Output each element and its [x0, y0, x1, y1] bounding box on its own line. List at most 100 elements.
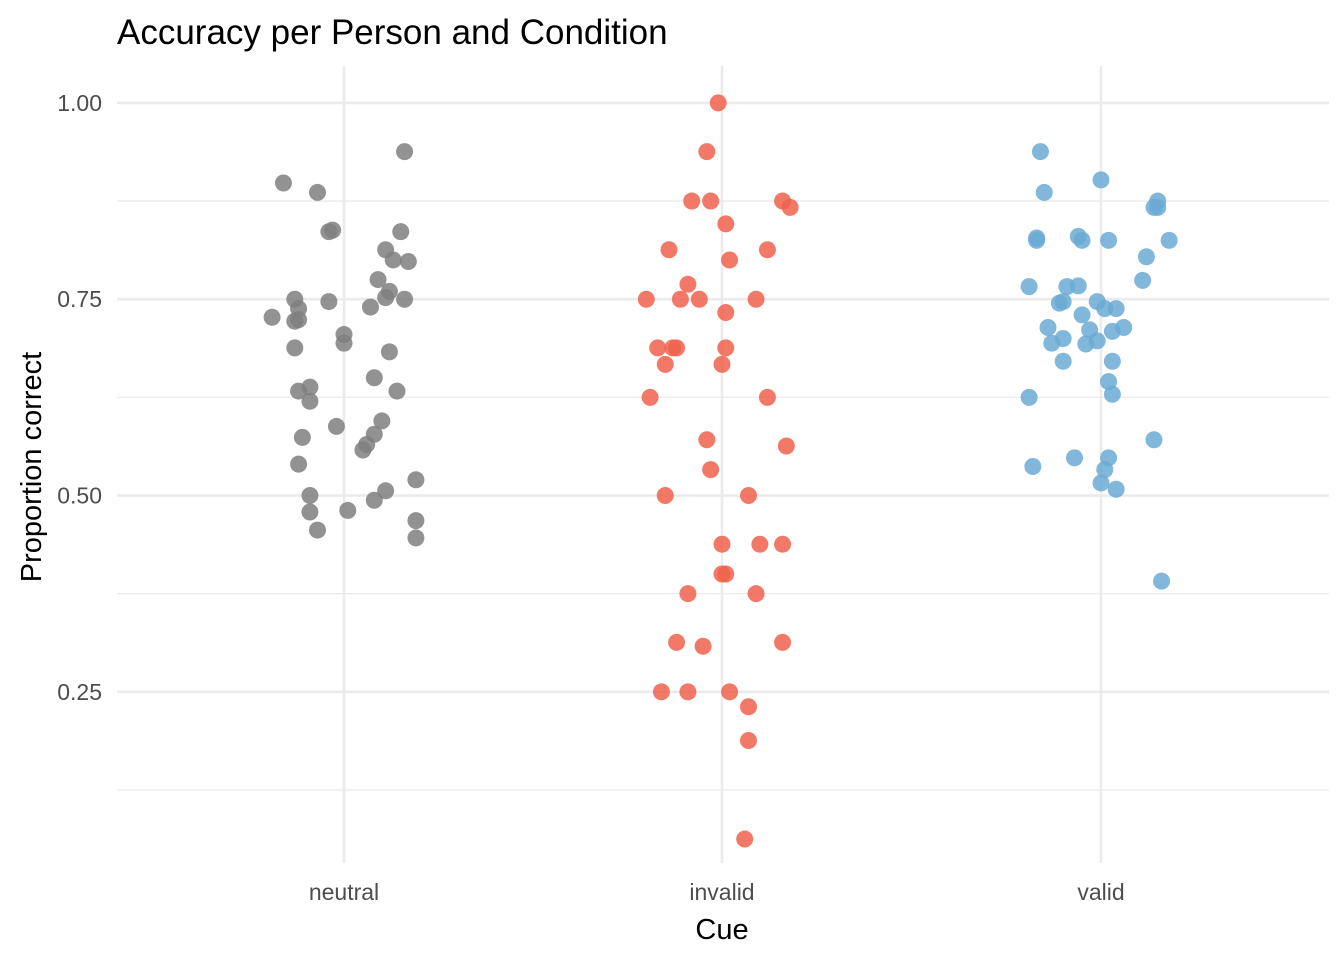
data-point-invalid: [668, 633, 686, 651]
data-point-invalid: [671, 290, 689, 308]
y-axis-tick-labels: 0.25 0.50 0.75 1.00: [57, 90, 102, 705]
data-point-neutral: [324, 221, 342, 239]
data-point-valid: [1153, 572, 1171, 590]
data-point-neutral: [384, 251, 402, 269]
y-tick-label: 0.50: [57, 483, 102, 509]
data-point-valid: [1073, 231, 1091, 249]
data-point-valid: [1107, 480, 1125, 498]
data-point-valid: [1134, 271, 1152, 289]
data-point-invalid: [637, 290, 655, 308]
data-point-neutral: [407, 471, 425, 489]
data-point-invalid: [698, 143, 716, 161]
data-point-invalid: [717, 565, 735, 583]
data-point-invalid: [690, 290, 708, 308]
data-point-invalid: [751, 535, 769, 553]
data-point-neutral: [301, 503, 319, 521]
x-axis-title: Cue: [695, 914, 748, 946]
x-tick-label: neutral: [309, 879, 379, 905]
data-point-invalid: [652, 683, 670, 701]
data-point-invalid: [747, 290, 765, 308]
data-point-invalid: [656, 355, 674, 373]
data-point-neutral: [354, 441, 372, 459]
data-point-neutral: [293, 428, 311, 446]
data-point-valid: [1043, 334, 1061, 352]
data-point-neutral: [327, 417, 345, 435]
data-point-invalid: [698, 431, 716, 449]
y-tick-label: 0.25: [57, 679, 102, 705]
data-point-valid: [1054, 293, 1072, 311]
data-point-invalid: [781, 198, 799, 216]
data-point-valid: [1107, 300, 1125, 318]
data-point-valid: [1077, 335, 1095, 353]
y-tick-label: 1.00: [57, 90, 102, 116]
data-point-neutral: [377, 482, 395, 500]
data-point-invalid: [721, 251, 739, 269]
data-point-valid: [1069, 277, 1087, 295]
data-point-valid: [1031, 143, 1049, 161]
data-point-invalid: [683, 192, 701, 210]
data-point-invalid: [717, 339, 735, 357]
data-point-invalid: [679, 585, 697, 603]
data-point-neutral: [392, 223, 410, 241]
data-point-valid: [1020, 388, 1038, 406]
data-point-valid: [1115, 318, 1133, 336]
data-point-neutral: [309, 521, 327, 539]
data-point-invalid: [713, 355, 731, 373]
data-point-neutral: [309, 183, 327, 201]
data-point-invalid: [702, 192, 720, 210]
data-point-valid: [1092, 171, 1110, 189]
data-point-invalid: [739, 487, 757, 505]
data-point-invalid: [736, 830, 754, 848]
data-point-valid: [1103, 385, 1121, 403]
y-tick-label: 0.75: [57, 286, 102, 312]
data-point-invalid: [717, 304, 735, 322]
data-point-neutral: [407, 512, 425, 530]
data-point-valid: [1066, 449, 1084, 467]
data-point-invalid: [668, 339, 686, 357]
data-point-invalid: [721, 683, 739, 701]
data-point-neutral: [380, 343, 398, 361]
data-point-invalid: [739, 732, 757, 750]
data-point-invalid: [739, 698, 757, 716]
data-point-neutral: [396, 143, 414, 161]
data-point-invalid: [660, 241, 678, 259]
data-point-neutral: [365, 491, 383, 509]
data-point-valid: [1160, 231, 1178, 249]
data-point-invalid: [649, 339, 667, 357]
data-point-valid: [1024, 457, 1042, 475]
data-point-invalid: [713, 535, 731, 553]
x-tick-label: valid: [1077, 879, 1124, 905]
data-point-neutral: [339, 501, 357, 519]
data-point-invalid: [679, 275, 697, 293]
data-point-invalid: [758, 241, 776, 259]
data-point-neutral: [286, 339, 304, 357]
data-point-valid: [1020, 278, 1038, 296]
data-point-neutral: [263, 308, 281, 326]
data-point-valid: [1103, 352, 1121, 370]
data-point-neutral: [361, 298, 379, 316]
data-point-valid: [1096, 461, 1114, 479]
data-point-valid: [1145, 431, 1163, 449]
data-point-valid: [1054, 352, 1072, 370]
data-point-neutral: [373, 412, 391, 430]
data-point-invalid: [747, 585, 765, 603]
data-point-invalid: [709, 94, 727, 112]
data-point-invalid: [679, 683, 697, 701]
data-point-neutral: [365, 369, 383, 387]
data-point-valid: [1035, 183, 1053, 201]
data-point-invalid: [694, 637, 712, 655]
data-point-valid: [1100, 231, 1118, 249]
data-point-invalid: [656, 487, 674, 505]
y-axis-title: Proportion correct: [16, 352, 48, 583]
data-point-neutral: [369, 271, 387, 289]
data-point-neutral: [274, 174, 292, 192]
data-point-neutral: [301, 487, 319, 505]
data-point-invalid: [717, 215, 735, 233]
data-point-valid: [1073, 306, 1091, 324]
data-point-valid: [1137, 248, 1155, 266]
data-point-neutral: [290, 311, 308, 329]
data-points: [263, 94, 1178, 848]
chart-title: Accuracy per Person and Condition: [117, 13, 668, 52]
data-point-invalid: [702, 461, 720, 479]
